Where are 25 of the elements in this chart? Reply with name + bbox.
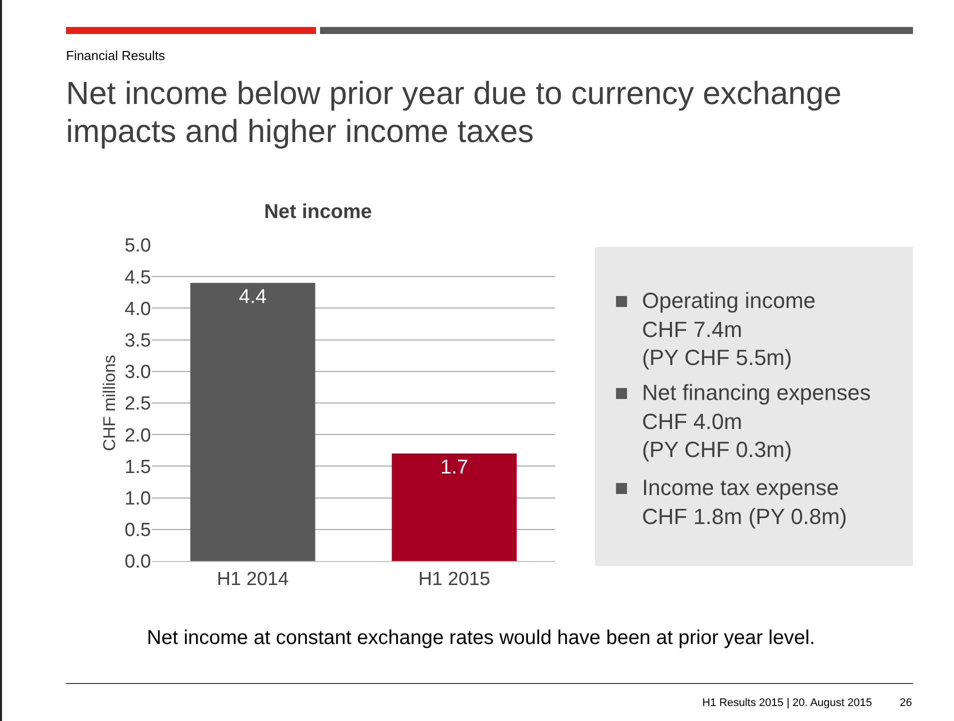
y-tick-label: 0.5 xyxy=(124,520,151,542)
text: Net income below prior year due to currency exchange impacts and higher income taxes xyxy=(66,74,843,151)
y-tick-label: 5.0 xyxy=(124,236,151,257)
text: Financial Results xyxy=(66,48,165,65)
text: Net financing expenses CHF 4.0m (PY CHF 0.3m) xyxy=(642,379,872,464)
text: H1 Results 2015 | 20. August 2015 xyxy=(701,696,872,710)
x-tick-label: H1 2014 xyxy=(216,568,290,590)
y-tick-label: 2.0 xyxy=(124,425,151,446)
text: Net income at constant exchange rates would have been at prior year level. xyxy=(146,626,816,651)
text: Income tax expense CHF 1.8m (PY 0.8m) xyxy=(642,474,848,531)
data-label: 1.7 xyxy=(440,456,468,479)
chart-title: Net income xyxy=(264,201,372,223)
y-tick-label: 4.0 xyxy=(124,298,151,320)
y-tick-label: 4.5 xyxy=(124,267,151,288)
y-tick-label: 1.0 xyxy=(124,488,151,510)
y-tick-label: 2.5 xyxy=(124,394,151,415)
text: Operating income CHF 7.4m (PY CHF 5.5m) xyxy=(642,287,817,372)
y-tick-label: 1.5 xyxy=(124,456,151,478)
data-label: 4.4 xyxy=(238,286,267,308)
y-axis-title: CHF millions xyxy=(100,354,120,452)
y-tick-label: 3.5 xyxy=(124,330,151,352)
y-tick-label: 3.0 xyxy=(124,362,151,384)
text: 26 xyxy=(898,696,912,710)
x-tick-label: H1 2015 xyxy=(418,568,490,590)
y-tick-label: 0.0 xyxy=(124,552,151,573)
